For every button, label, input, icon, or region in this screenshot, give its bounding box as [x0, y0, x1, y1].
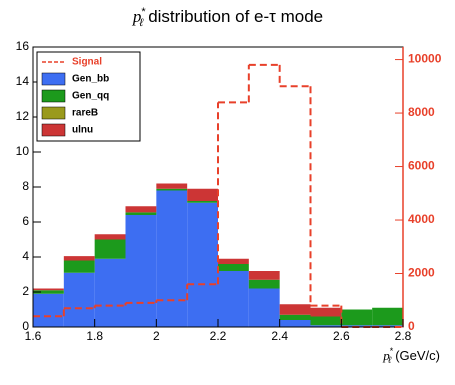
bar-segment [279, 314, 311, 320]
bar-segment [248, 288, 280, 327]
bar-segment [218, 271, 249, 327]
bar-segment [248, 279, 280, 289]
y2-tick-label: 8000 [408, 105, 435, 119]
x-tick-label: 2.6 [333, 329, 350, 343]
legend-swatch [41, 106, 66, 120]
y2-tick-label: 2000 [408, 266, 435, 280]
y-tick-label: 2 [22, 284, 29, 298]
legend-label: rareB [72, 108, 98, 119]
bar-segment [63, 260, 95, 273]
y-tick-label: 8 [22, 179, 29, 193]
bar-segment [156, 190, 188, 327]
legend-swatch [41, 72, 66, 86]
xlabel-text: (GeV/c) [395, 348, 440, 363]
bar-segment [310, 316, 342, 326]
bar-segment [63, 272, 95, 327]
chart-title: p* ℓ distribution of e-τ mode [132, 6, 323, 29]
bar-segment [94, 258, 126, 327]
bar-segment [156, 183, 188, 189]
y2-tick-label: 10000 [408, 52, 442, 66]
xlabel-sup: * [390, 346, 394, 356]
bar-segment [33, 293, 64, 327]
bar-segment [341, 309, 373, 326]
legend-label: Gen_bb [72, 74, 109, 85]
legend-swatch [41, 123, 66, 137]
xlabel-variable: p [382, 348, 390, 363]
bar-segment [63, 256, 95, 261]
x-tick-label: 2.2 [210, 329, 227, 343]
bar-segment [187, 202, 218, 327]
bar-segment [187, 188, 218, 201]
bar-segment [279, 304, 311, 315]
bar-segment [125, 206, 157, 213]
x-tick-label: 2 [153, 329, 160, 343]
title-sup: * [141, 6, 146, 18]
legend-label: Gen_qq [72, 91, 109, 102]
bar-segment [33, 288, 64, 291]
legend-label: ulnu [72, 125, 93, 136]
bar-segment [94, 239, 126, 259]
bar-segment [125, 212, 157, 215]
bar-segment [310, 325, 342, 327]
bar-segment [218, 258, 249, 264]
title-sub: ℓ [139, 17, 144, 29]
bar-segment [248, 271, 280, 280]
y2-tick-label: 6000 [408, 159, 435, 173]
y-tick-label: 16 [16, 39, 30, 53]
y-tick-label: 12 [16, 109, 30, 123]
x-axis-label: p* ℓ (GeV/c) [382, 346, 440, 365]
x-tick-label: 2.8 [395, 329, 412, 343]
legend-label: Signal [72, 57, 102, 68]
bar-segment [156, 188, 188, 191]
bar-segment [279, 320, 311, 327]
bar-segment [33, 290, 64, 294]
y-tick-label: 0 [22, 319, 29, 333]
title-text: distribution of e-τ mode [148, 7, 323, 26]
y2-tick-label: 0 [408, 319, 415, 333]
title-variable: p [132, 7, 142, 26]
bar-segment [94, 234, 126, 240]
x-tick-label: 2.4 [271, 329, 288, 343]
legend-swatch [41, 89, 66, 103]
y2-tick-label: 4000 [408, 212, 435, 226]
y-tick-label: 14 [16, 74, 30, 88]
bar-segment [187, 201, 218, 203]
y-tick-label: 4 [22, 249, 29, 263]
bar-segment [218, 264, 249, 271]
xlabel-sub: ℓ [387, 355, 391, 365]
y-tick-label: 6 [22, 214, 29, 228]
y-tick-label: 10 [16, 144, 30, 158]
bar-segment [372, 307, 403, 326]
x-tick-label: 1.6 [25, 329, 42, 343]
bar-segment [125, 215, 157, 327]
bar-segment [310, 307, 342, 317]
x-tick-label: 1.8 [86, 329, 103, 343]
